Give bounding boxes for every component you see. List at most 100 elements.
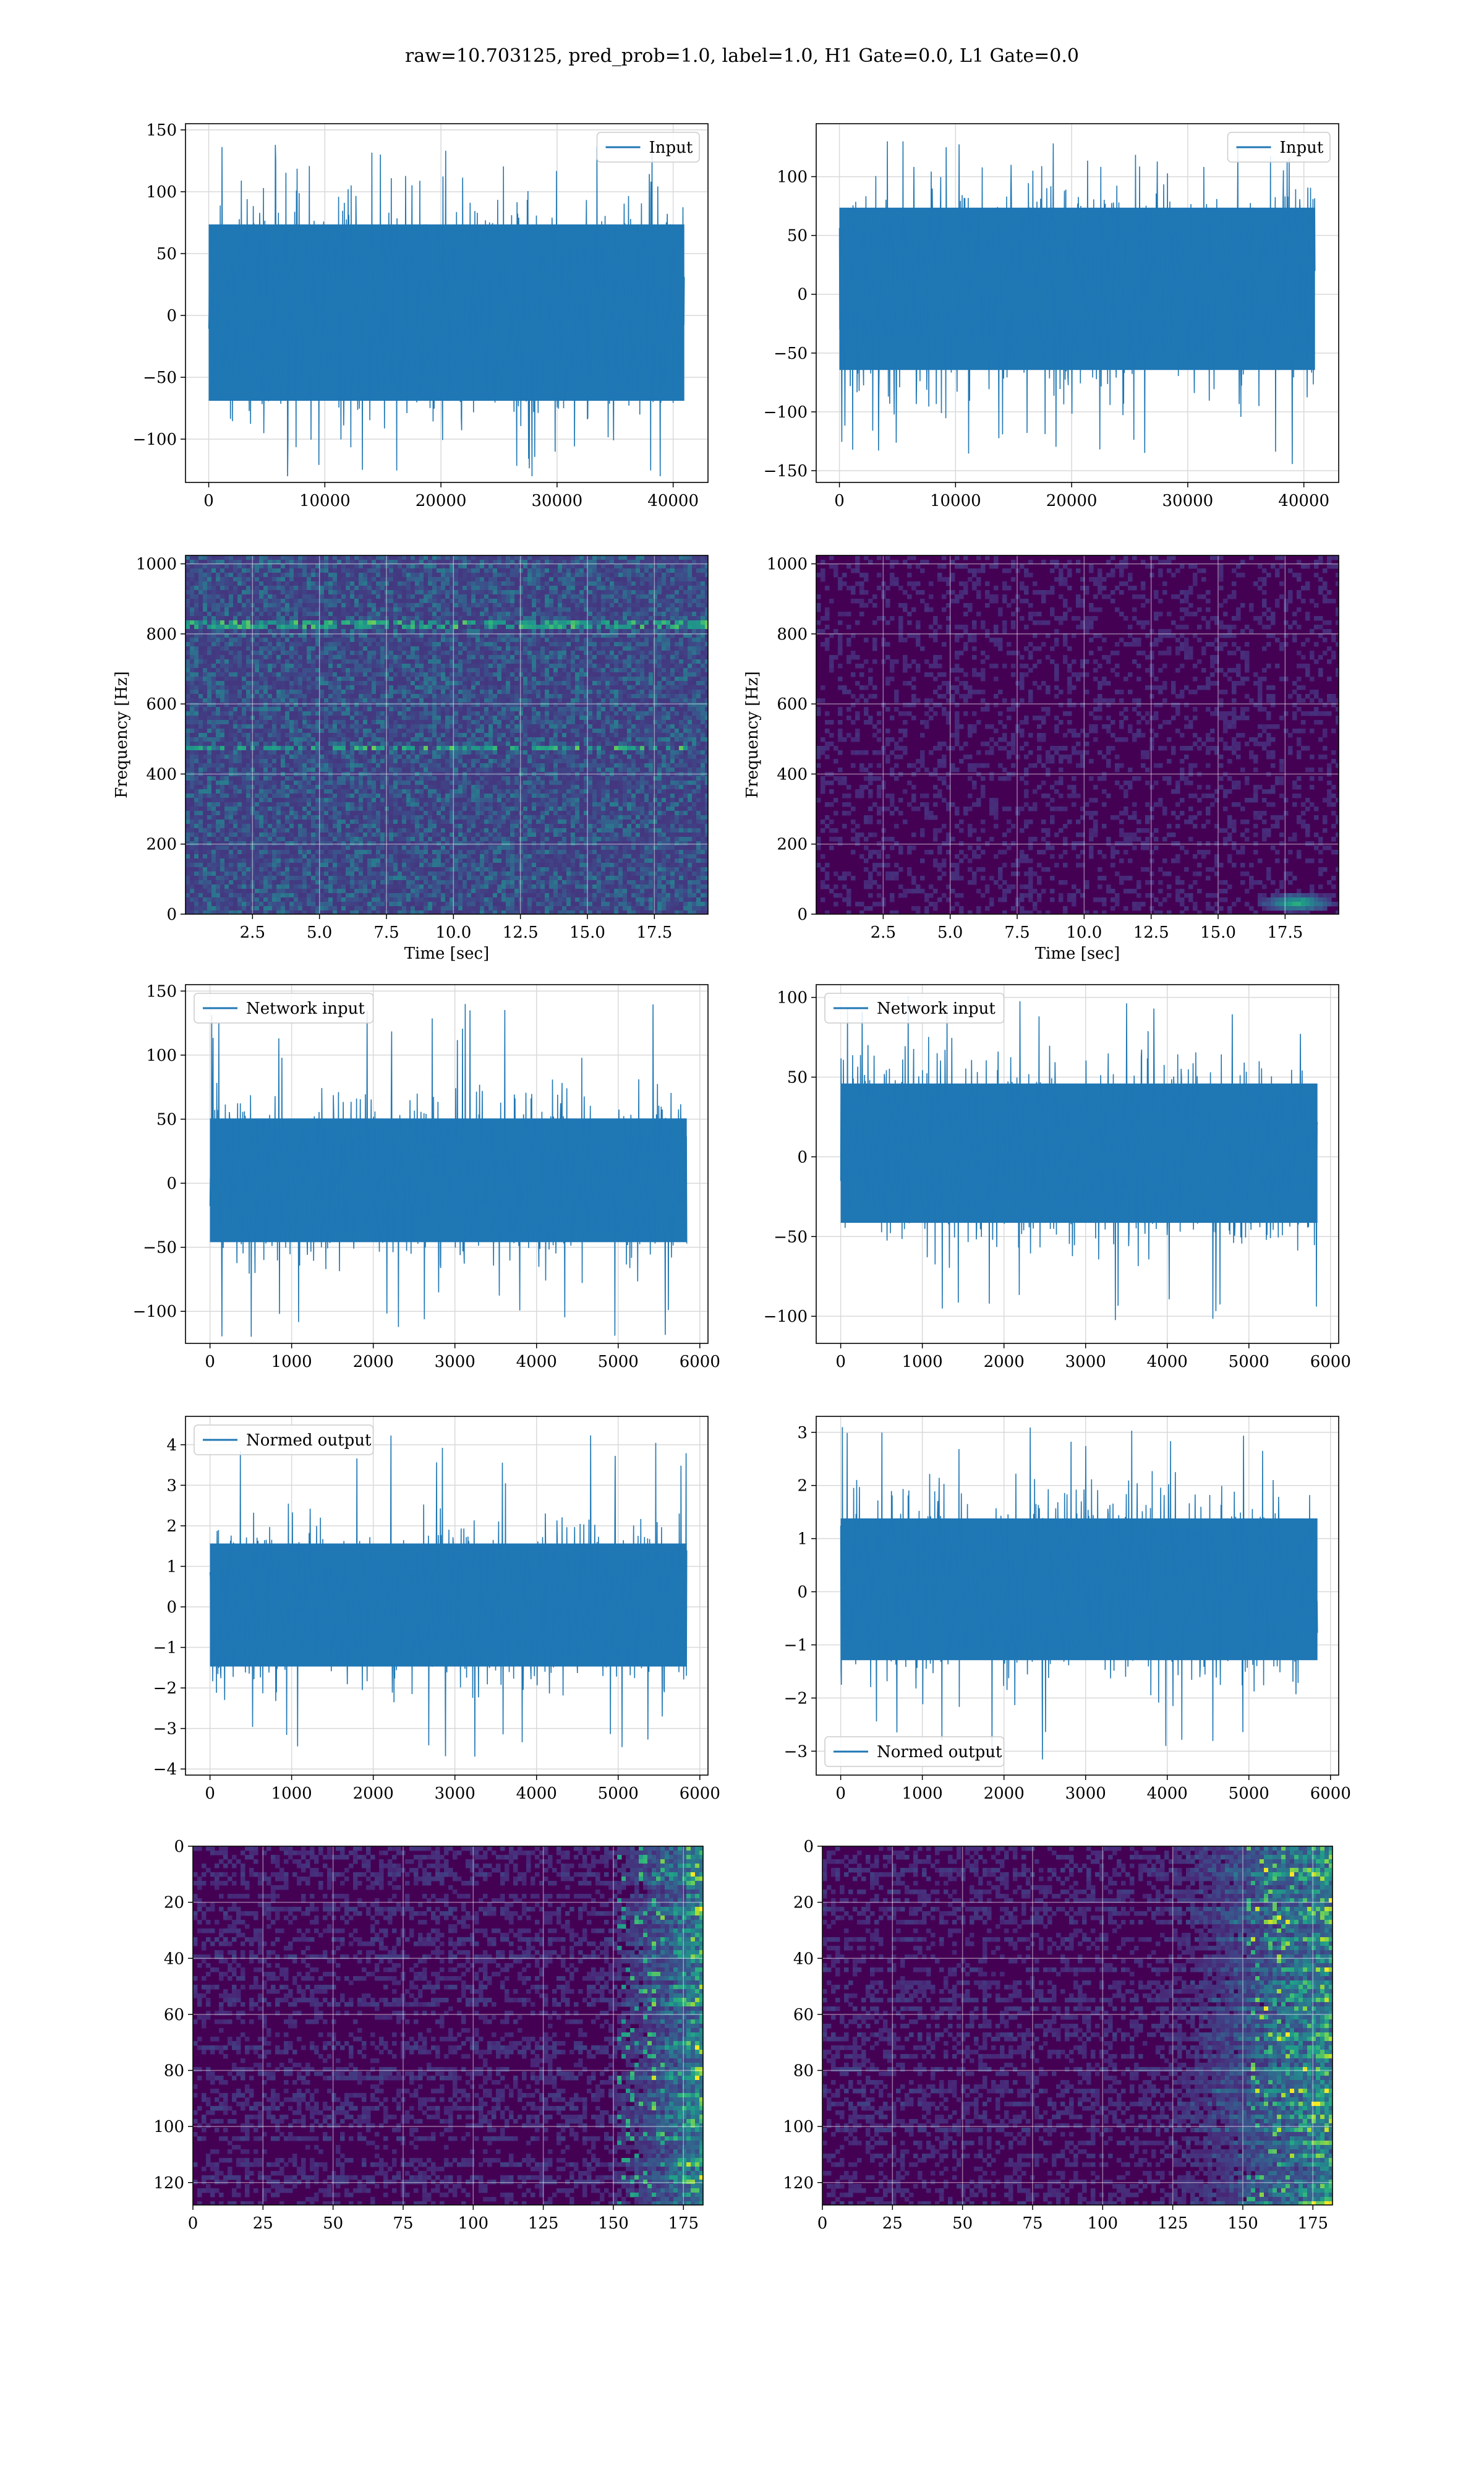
heatmap-cell	[670, 568, 675, 573]
heatmap-cell	[186, 642, 190, 647]
heatmap-cell	[488, 616, 493, 621]
heatmap-cell	[571, 724, 576, 729]
heatmap-cell	[216, 629, 221, 634]
heatmap-cell	[579, 716, 584, 721]
heatmap-cell	[501, 642, 506, 647]
heatmap-cell	[393, 694, 398, 699]
heatmap-cell	[354, 568, 359, 573]
heatmap-cell	[289, 620, 294, 625]
heatmap-cell	[610, 633, 615, 638]
heatmap-cell	[545, 703, 550, 708]
heatmap-cell	[259, 668, 264, 673]
heatmap-cell	[437, 677, 441, 682]
heatmap-cell	[315, 625, 320, 630]
heatmap-cell	[341, 586, 346, 591]
heatmap-cell	[359, 729, 364, 734]
heatmap-cell	[216, 577, 221, 582]
heatmap-cell	[519, 599, 524, 604]
heatmap-cell	[203, 629, 208, 634]
heatmap-cell	[307, 625, 312, 630]
heatmap-cell	[411, 668, 416, 673]
heatmap-cell	[670, 672, 675, 677]
heatmap-cell	[376, 620, 381, 625]
heatmap-cell	[463, 573, 467, 578]
heatmap-cell	[662, 690, 667, 695]
heatmap-cell	[333, 720, 338, 725]
heatmap-cell	[683, 685, 688, 690]
heatmap-cell	[605, 638, 610, 643]
heatmap-cell	[605, 707, 610, 712]
heatmap-cell	[372, 625, 377, 630]
heatmap-cell	[216, 590, 221, 595]
heatmap-cell	[666, 646, 671, 651]
heatmap-cell	[627, 664, 632, 669]
heatmap-cell	[532, 573, 537, 578]
heatmap-cell	[216, 672, 221, 677]
heatmap-cell	[467, 659, 472, 664]
heatmap-cell	[211, 711, 216, 716]
heatmap-cell	[281, 681, 286, 686]
heatmap-cell	[497, 698, 502, 703]
heatmap-cell	[471, 694, 476, 699]
heatmap-cell	[376, 642, 381, 647]
heatmap-cell	[618, 703, 623, 708]
heatmap-cell	[506, 590, 511, 595]
heatmap-cell	[302, 620, 307, 625]
heatmap-cell	[398, 633, 403, 638]
heatmap-cell	[579, 694, 584, 699]
heatmap-cell	[666, 703, 671, 708]
heatmap-cell	[450, 603, 454, 608]
heatmap-cell	[545, 581, 550, 586]
heatmap-cell	[631, 568, 636, 573]
heatmap-cell	[527, 564, 532, 569]
heatmap-cell	[601, 633, 606, 638]
heatmap-cell	[536, 694, 541, 699]
heatmap-cell	[480, 603, 485, 608]
heatmap-cell	[575, 612, 580, 617]
heatmap-cell	[584, 694, 589, 699]
heatmap-cell	[597, 716, 602, 721]
heatmap-cell	[584, 612, 589, 617]
heatmap-cell	[471, 638, 476, 643]
heatmap-cell	[224, 638, 229, 643]
heatmap-cell	[523, 672, 528, 677]
heatmap-cell	[501, 590, 506, 595]
heatmap-cell	[488, 707, 493, 712]
heatmap-cell	[311, 646, 316, 651]
heatmap-cell	[579, 638, 584, 643]
heatmap-cell	[211, 555, 216, 560]
heatmap-cell	[497, 711, 502, 716]
heatmap-cell	[549, 677, 554, 682]
heatmap-cell	[367, 560, 372, 565]
heatmap-cell	[458, 668, 463, 673]
heatmap-cell	[294, 664, 299, 669]
heatmap-cell	[579, 711, 584, 716]
heatmap-cell	[601, 716, 606, 721]
heatmap-cell	[471, 616, 476, 621]
heatmap-cell	[662, 703, 667, 708]
figure-title: raw=10.703125, pred_prob=1.0, label=1.0,…	[405, 45, 1079, 67]
heatmap-cell	[294, 655, 299, 660]
heatmap-cell	[424, 581, 429, 586]
heatmap-cell	[419, 555, 424, 560]
heatmap-cell	[571, 642, 576, 647]
heatmap-cell	[298, 577, 303, 582]
heatmap-cell	[701, 603, 706, 608]
heatmap-cell	[393, 620, 398, 625]
heatmap-cell	[437, 707, 441, 712]
heatmap-cell	[458, 651, 463, 656]
heatmap-cell	[406, 555, 411, 560]
heatmap-cell	[692, 690, 697, 695]
heatmap-cell	[424, 668, 429, 673]
heatmap-cell	[623, 707, 628, 712]
heatmap-cell	[311, 703, 316, 708]
heatmap-cell	[584, 703, 589, 708]
heatmap-cell	[220, 651, 225, 656]
heatmap-cell	[484, 633, 489, 638]
heatmap-cell	[692, 560, 697, 565]
plot-area	[186, 555, 708, 914]
heatmap-cell	[307, 698, 312, 703]
heatmap-cell	[614, 707, 619, 712]
heatmap-cell	[359, 638, 364, 643]
heatmap-cell	[255, 607, 260, 612]
